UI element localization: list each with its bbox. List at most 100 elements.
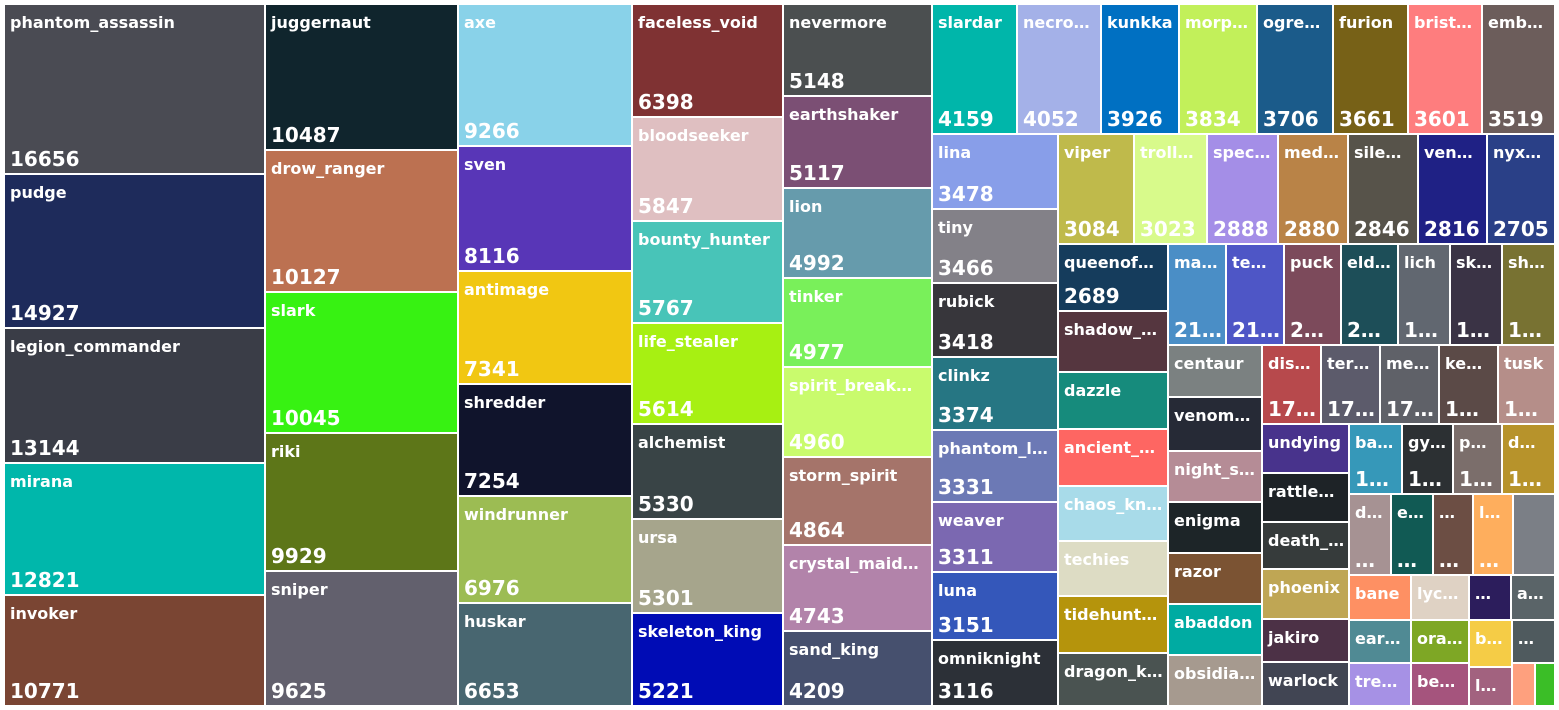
tile-value-sven: 8116 bbox=[464, 244, 520, 268]
tile-label-nevermore: nevermore bbox=[789, 13, 887, 32]
tile-label-pudge: pudge bbox=[10, 183, 67, 202]
tile-lycan bbox=[1412, 576, 1468, 619]
tile-value-sniper: 9625 bbox=[271, 679, 327, 703]
tile-value-mirana: 12821 bbox=[10, 568, 80, 592]
tile-me bbox=[1381, 346, 1438, 423]
tile-label-queenof: queenof… bbox=[1064, 253, 1154, 272]
tile-value-riki: 9929 bbox=[271, 544, 327, 568]
tile-label-lion: lion bbox=[789, 197, 822, 216]
tile-value-storm-spirit: 4864 bbox=[789, 518, 845, 542]
tile-value-antimage: 7341 bbox=[464, 357, 520, 381]
tile-b bbox=[1470, 621, 1511, 666]
tile-necro bbox=[1018, 5, 1100, 133]
tile-value-furion: 3661 bbox=[1339, 107, 1395, 131]
tile-label-bane: bane bbox=[1355, 584, 1400, 603]
tile-l bbox=[1470, 668, 1511, 705]
tile-label-ven: ven… bbox=[1424, 143, 1473, 162]
tile-label-morp: morp… bbox=[1185, 13, 1248, 32]
tile-label-warlock: warlock bbox=[1268, 671, 1338, 690]
tile-night-s bbox=[1169, 452, 1261, 501]
tile-ke bbox=[1440, 346, 1497, 423]
tile-value-tinker: 4977 bbox=[789, 340, 845, 364]
tile-value-unnamed: … bbox=[1439, 548, 1459, 572]
tile-value-ter: 17… bbox=[1327, 397, 1375, 421]
tile-lich bbox=[1399, 245, 1449, 344]
tile-label-techies: techies bbox=[1064, 550, 1129, 569]
tile-enigma bbox=[1169, 503, 1261, 552]
tile-viper bbox=[1059, 135, 1133, 243]
tile-label-life-stealer: life_stealer bbox=[638, 332, 738, 351]
tile-label-rubick: rubick bbox=[938, 292, 995, 311]
tile-label-l: l… bbox=[1475, 676, 1496, 695]
tile-value-p: 1… bbox=[1459, 467, 1493, 491]
tile-value-tusk: 1… bbox=[1504, 397, 1538, 421]
tile-phoenix bbox=[1263, 570, 1348, 618]
tile-value-puck: 2… bbox=[1290, 318, 1324, 342]
tile-shadow bbox=[1059, 312, 1167, 371]
tile-label-ursa: ursa bbox=[638, 528, 678, 547]
tile-label-phoenix: phoenix bbox=[1268, 578, 1341, 597]
tile-troll bbox=[1135, 135, 1206, 243]
tile-value-windrunner: 6976 bbox=[464, 576, 520, 600]
tile-label-sh: sh… bbox=[1508, 253, 1545, 272]
tile-label-silen: sile… bbox=[1354, 143, 1401, 162]
tile-label-furion: furion bbox=[1339, 13, 1393, 32]
tile-drow-ranger bbox=[266, 151, 457, 291]
tile-ogre bbox=[1258, 5, 1332, 133]
tile-label-d: d… bbox=[1508, 433, 1535, 452]
tile-label-me: me… bbox=[1386, 354, 1430, 373]
tile-gy bbox=[1403, 425, 1452, 493]
tile-value-queenof: 2689 bbox=[1064, 284, 1120, 308]
tile-value-ogre: 3706 bbox=[1263, 107, 1319, 131]
tile-label-riki: riki bbox=[271, 442, 301, 461]
tile-e bbox=[1392, 495, 1432, 574]
tile-label-ke: ke… bbox=[1445, 354, 1482, 373]
tile-value-faceless-void: 6398 bbox=[638, 90, 694, 114]
tile-label-dis: dis… bbox=[1268, 354, 1310, 373]
tile-label-lycan: lyc… bbox=[1417, 584, 1458, 603]
tile-ven bbox=[1419, 135, 1486, 243]
tile-value-huskar: 6653 bbox=[464, 679, 520, 703]
tile-value-med: 2880 bbox=[1284, 217, 1340, 241]
tile-bounty-hunter bbox=[633, 222, 782, 322]
tile-shredder bbox=[459, 385, 631, 495]
tile-spec bbox=[1208, 135, 1277, 243]
tile-value-gy: 1… bbox=[1408, 467, 1442, 491]
tile-label-tusk: tusk bbox=[1504, 354, 1544, 373]
tile-tinker bbox=[784, 279, 931, 366]
tile-antimage bbox=[459, 272, 631, 383]
tile-storm-spirit bbox=[784, 458, 931, 544]
tile-tre bbox=[1350, 664, 1410, 705]
tile-huskar bbox=[459, 604, 631, 705]
tile-sk bbox=[1451, 245, 1501, 344]
tile-value-spirit-breaker: 4960 bbox=[789, 430, 845, 454]
tile-value-e: … bbox=[1397, 548, 1417, 572]
tile-label-tidehunter: tidehunt… bbox=[1064, 605, 1157, 624]
tile-p bbox=[1454, 425, 1501, 493]
tile-label-drow-ranger: drow_ranger bbox=[271, 159, 385, 178]
tile-ear bbox=[1350, 621, 1410, 662]
tile-value-ba: 1… bbox=[1355, 467, 1389, 491]
tile-label-unnamed: … bbox=[1475, 584, 1491, 603]
tile-dis bbox=[1263, 346, 1320, 423]
tile-value-slardar: 4159 bbox=[938, 107, 994, 131]
tile-dazzle bbox=[1059, 373, 1167, 428]
tile-lina bbox=[933, 135, 1057, 208]
tile-l bbox=[1474, 495, 1512, 574]
tile-label-clinkz: clinkz bbox=[938, 366, 990, 385]
tile-unnamed bbox=[1514, 495, 1554, 574]
tile-value-crystal-maiden: 4743 bbox=[789, 604, 845, 628]
tile-windrunner bbox=[459, 497, 631, 602]
tile-dragon-k bbox=[1059, 654, 1167, 705]
tile-label-enigma: enigma bbox=[1174, 511, 1241, 530]
tile-value-alchemist: 5330 bbox=[638, 492, 694, 516]
tile-value-ven: 2816 bbox=[1424, 217, 1480, 241]
tile-value-slark: 10045 bbox=[271, 406, 341, 430]
tile-label-death: death_… bbox=[1268, 531, 1344, 550]
tile-jakiro bbox=[1263, 620, 1348, 661]
tile-label-chaos-kn: chaos_kn… bbox=[1064, 495, 1162, 514]
tile-label-weaver: weaver bbox=[938, 511, 1004, 530]
tile-legion-commander bbox=[5, 329, 264, 462]
tile-label-ogre: ogre… bbox=[1263, 13, 1320, 32]
tile-morp bbox=[1180, 5, 1256, 133]
